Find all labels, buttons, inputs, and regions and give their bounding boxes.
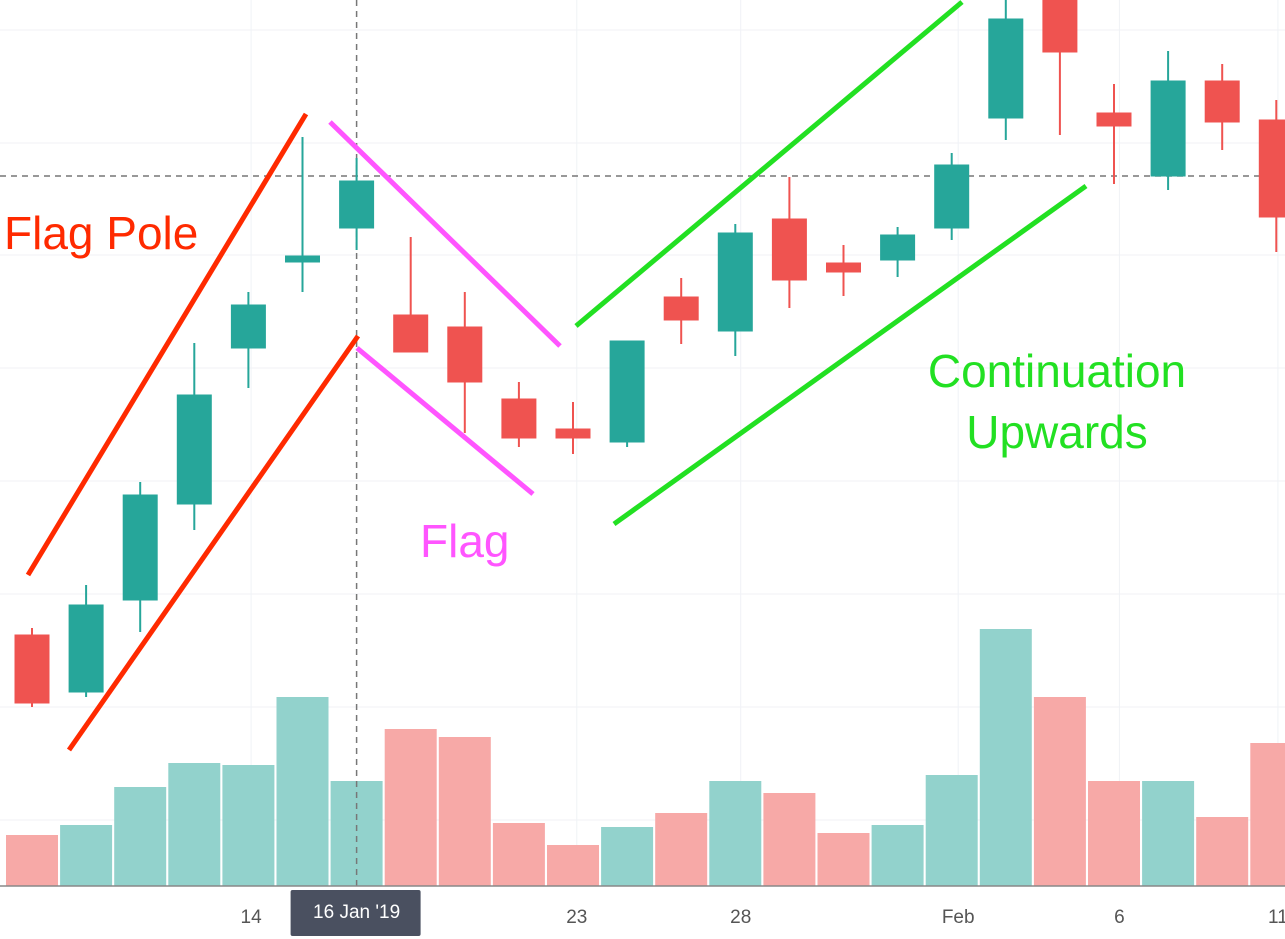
- trend-line: [355, 346, 535, 496]
- volume-bar: [547, 845, 599, 886]
- annotation: Continuation: [928, 345, 1186, 397]
- candle-body: [934, 164, 970, 229]
- crosshair-label: 16 Jan '19: [313, 902, 400, 923]
- volume-bar: [276, 697, 329, 886]
- candle-body: [501, 398, 537, 439]
- volume-bar: [168, 763, 221, 886]
- volume-pane: [6, 629, 1285, 886]
- volume-bar: [6, 835, 58, 886]
- candle-body: [1204, 80, 1240, 123]
- candle-body: [285, 255, 320, 263]
- volume-bar: [601, 827, 654, 886]
- volume-bar: [330, 781, 383, 886]
- volume-bar: [817, 833, 870, 886]
- candle-body: [176, 394, 212, 505]
- volume-bar: [492, 823, 545, 886]
- x-tick-label: Feb: [942, 907, 975, 928]
- volume-bar: [222, 765, 275, 886]
- candle-body: [447, 326, 483, 383]
- trend-line: [328, 120, 562, 348]
- candle-body: [230, 304, 266, 349]
- candle-body: [826, 262, 861, 273]
- volume-bar: [979, 629, 1032, 886]
- volume-bar: [1142, 781, 1195, 886]
- x-axis: 14 23 28 Feb 6 11 16 Jan '19: [0, 885, 1285, 936]
- crosshair-label-box: [290, 890, 421, 936]
- candle-body: [1096, 112, 1132, 127]
- candle-body: [14, 634, 50, 704]
- volume-bar: [709, 781, 762, 886]
- volume-bar: [384, 729, 437, 886]
- trend-line: [25, 112, 309, 577]
- volume-bar: [1088, 781, 1140, 886]
- annotation: Upwards: [966, 406, 1148, 458]
- grid: [0, 0, 1285, 886]
- x-tick-label: 28: [730, 907, 751, 928]
- trend-line: [612, 183, 1088, 527]
- annotation: Flag: [420, 515, 509, 567]
- volume-bar: [655, 813, 708, 886]
- candle-body: [68, 604, 104, 693]
- x-tick-label: 11: [1268, 907, 1285, 928]
- candle-body: [339, 180, 375, 229]
- volume-bar: [763, 793, 816, 886]
- candle-body: [880, 234, 916, 261]
- candle-body: [609, 340, 645, 443]
- volume-bar: [60, 825, 113, 886]
- candle-body: [1150, 80, 1186, 177]
- volume-bar: [114, 787, 167, 886]
- drawings: Flag Pole Flag Continuation Upwards: [4, 0, 1186, 752]
- volume-bar: [1196, 817, 1249, 886]
- annotation: Flag Pole: [4, 207, 198, 259]
- candle-body: [717, 232, 753, 332]
- volume-bar: [871, 825, 924, 886]
- candle-body: [122, 494, 158, 601]
- candle-body: [988, 18, 1024, 119]
- volume-bar: [438, 737, 491, 886]
- candle-body: [771, 218, 807, 281]
- trend-line: [66, 334, 361, 752]
- candle-body: [1042, 0, 1078, 53]
- candle-body: [1258, 119, 1285, 218]
- candle-body: [663, 296, 699, 321]
- x-tick-label: 23: [566, 907, 587, 928]
- trend-line: [574, 0, 964, 328]
- volume-bar: [925, 775, 978, 886]
- candle-body: [393, 314, 429, 353]
- candle-body: [555, 428, 591, 439]
- volume-bar: [1033, 697, 1086, 886]
- volume-bar: [1250, 743, 1285, 886]
- x-tick-label: 14: [241, 907, 263, 928]
- x-tick-label: 6: [1114, 907, 1125, 928]
- candles: [14, 0, 1285, 707]
